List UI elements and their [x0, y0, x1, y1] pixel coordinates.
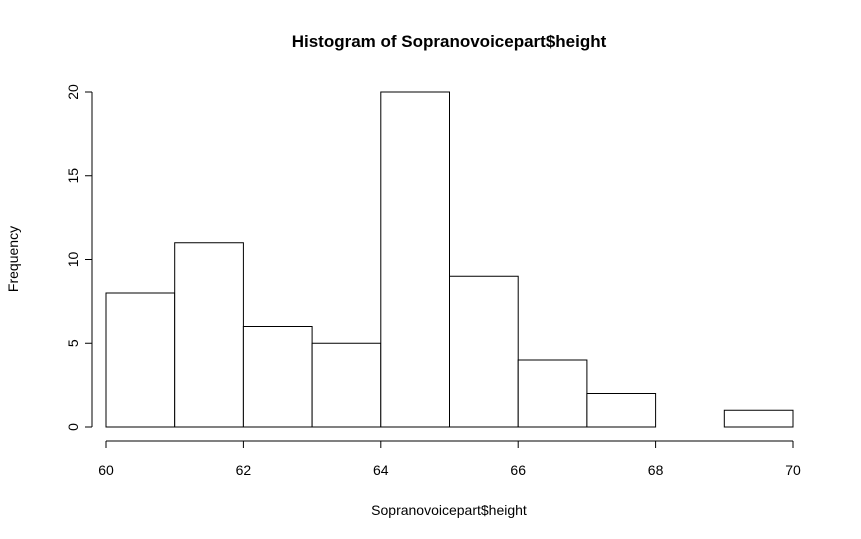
- y-axis: 0 5 10 15 20: [65, 84, 93, 431]
- histogram-bar-10: [723, 409, 794, 428]
- x-tick-label: 68: [648, 462, 664, 478]
- y-tick-label: 10: [65, 252, 81, 268]
- x-tick-label: 70: [785, 462, 801, 478]
- histogram-bar-2: [174, 242, 244, 428]
- histogram-bar-5: [380, 91, 450, 428]
- histogram-bar-4: [311, 342, 382, 428]
- x-axis-title: Sopranovoicepart$height: [371, 502, 527, 518]
- y-tick-label: 0: [65, 423, 81, 431]
- y-tick-label: 20: [65, 84, 81, 100]
- histogram-bar-6: [449, 275, 519, 428]
- x-axis: 60 62 64 66 68 70: [98, 440, 801, 478]
- x-tick-label: 60: [98, 462, 114, 478]
- x-tick-label: 62: [236, 462, 252, 478]
- x-tick-label: 66: [510, 462, 526, 478]
- histogram-bar-1: [105, 292, 176, 428]
- histogram-bar-3: [242, 326, 313, 428]
- bars-group: [105, 91, 794, 428]
- histogram-bar-7: [517, 359, 588, 428]
- y-tick-label: 15: [65, 168, 81, 184]
- chart-title: Histogram of Sopranovoicepart$height: [292, 32, 607, 51]
- y-axis-title: Frequency: [5, 226, 21, 292]
- y-tick-label: 5: [65, 339, 81, 347]
- x-tick-label: 64: [373, 462, 389, 478]
- histogram-bar-8: [586, 393, 657, 428]
